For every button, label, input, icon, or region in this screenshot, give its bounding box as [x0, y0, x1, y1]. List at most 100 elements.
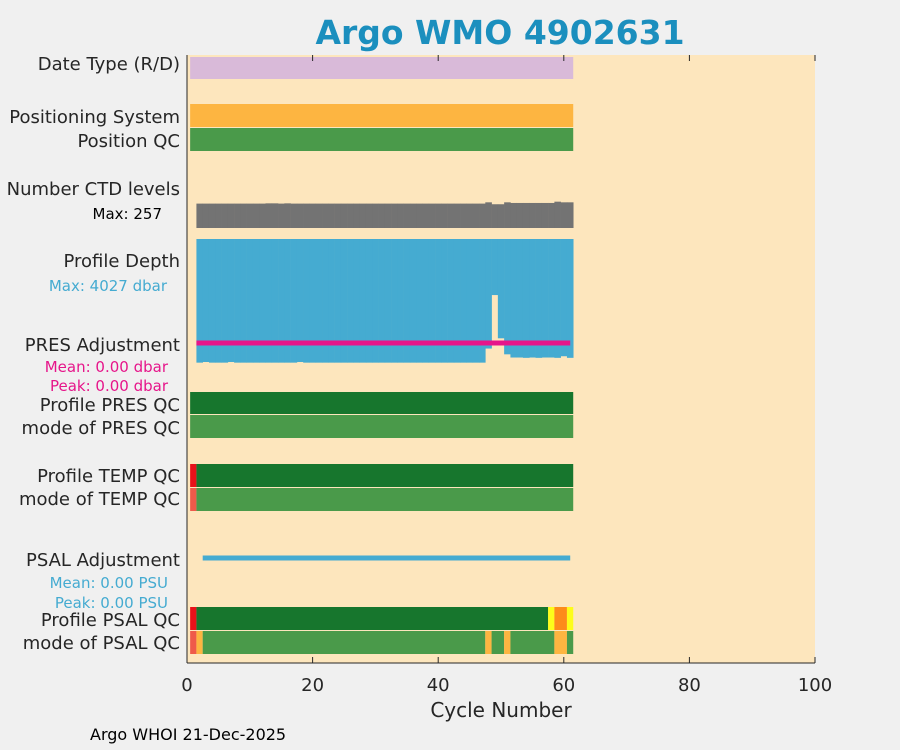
profile-depth-bar — [284, 239, 291, 363]
x-tick-label: 20 — [301, 675, 324, 696]
ctd-levels-bar — [453, 203, 461, 228]
ctd-levels-bar — [422, 203, 430, 228]
ctd-levels-bar — [391, 203, 398, 228]
ctd-levels-bar — [309, 203, 317, 228]
row-label-profile-depth: Profile Depth — [63, 251, 180, 272]
ctd-levels-bar — [522, 202, 530, 228]
ctd-levels-bar — [234, 203, 241, 228]
ctd-levels-bar — [246, 203, 254, 228]
profile-depth-bar — [309, 239, 317, 363]
profile-depth-bar — [466, 239, 474, 363]
footer-credit: Argo WHOI 21-Dec-2025 — [90, 725, 287, 744]
profile-psal-qc-segment — [548, 607, 555, 630]
row-label-mode-pres-qc: mode of PRES QC — [22, 418, 180, 439]
ctd-levels-bar — [472, 203, 480, 228]
profile-psal-qc-segment — [566, 607, 574, 630]
ctd-levels-bar — [566, 202, 574, 228]
profile-depth-bar — [384, 239, 392, 363]
pres-peak-annotation: Peak: 0.00 dbar — [50, 377, 169, 395]
ctd-levels-bar — [504, 202, 511, 228]
row-label-psal-adjustment: PSAL Adjustment — [26, 550, 180, 571]
ctd-levels-bar — [290, 203, 298, 228]
pres-mean-annotation: Mean: 0.00 dbar — [45, 358, 169, 376]
ctd-levels-bar — [215, 203, 222, 228]
mode-psal-qc-segment — [504, 631, 511, 654]
ctd-levels-bar — [560, 202, 568, 228]
profile-depth-bar — [479, 239, 486, 363]
mode-psal-qc-segment — [190, 631, 197, 654]
row-label-mode-temp-qc: mode of TEMP QC — [19, 489, 180, 510]
date-type-segment — [190, 57, 574, 79]
depth-max-annotation: Max: 4027 dbar — [49, 277, 168, 295]
ctd-levels-bar — [491, 204, 499, 228]
x-axis-label: Cycle Number — [430, 698, 572, 722]
profile-depth-bar — [485, 239, 492, 349]
profile-depth-bar — [315, 239, 323, 363]
mode-psal-qc-segment — [566, 631, 574, 654]
profile-psal-qc-segment — [196, 607, 549, 630]
ctd-levels-bar — [196, 203, 203, 228]
row-label-mode-psal-qc: mode of PSAL QC — [23, 633, 180, 654]
profile-depth-bar — [453, 239, 461, 363]
x-tick-label: 40 — [427, 675, 450, 696]
psal-mean-annotation: Mean: 0.00 PSU — [50, 574, 168, 592]
profile-depth-bar — [353, 239, 360, 363]
ctd-levels-bar — [466, 203, 474, 228]
profile-depth-bar — [516, 239, 524, 358]
row-label-profile-temp-qc: Profile TEMP QC — [37, 466, 180, 487]
ctd-levels-bar — [416, 203, 423, 228]
ctd-levels-bar — [372, 203, 379, 228]
profile-depth-bar — [227, 239, 235, 363]
profile-psal-qc-segment — [554, 607, 567, 630]
x-tick-label: 0 — [181, 675, 192, 696]
x-tick-label: 80 — [678, 675, 701, 696]
mode-psal-qc-segment — [485, 631, 492, 654]
ctd-levels-bar — [409, 203, 417, 228]
profile-depth-bar — [447, 239, 455, 363]
ctd-levels-bar — [208, 203, 216, 228]
profile-pres-qc-segment — [190, 392, 574, 414]
profile-depth-bar — [409, 239, 417, 363]
profile-depth-bar — [340, 239, 348, 363]
profile-depth-bar — [554, 239, 561, 358]
ctd-levels-bar — [265, 203, 273, 228]
ctd-levels-bar — [353, 203, 360, 228]
ctd-levels-bar — [460, 203, 467, 228]
mode-psal-qc-segment — [202, 631, 486, 654]
profile-depth-bar — [347, 239, 354, 363]
profile-depth-bar — [441, 239, 448, 363]
profile-depth-bar — [541, 239, 549, 358]
ctd-levels-bar — [221, 203, 229, 228]
profile-depth-bar — [422, 239, 430, 363]
ctd-levels-bar — [435, 203, 442, 228]
row-label-pres-adjustment: PRES Adjustment — [25, 335, 180, 356]
profile-depth-bar — [535, 239, 543, 358]
ctd-levels-bar — [485, 202, 492, 228]
ctd-levels-bar — [303, 203, 310, 228]
profile-depth-bar — [560, 239, 568, 357]
profile-depth-bar — [391, 239, 398, 363]
ctd-levels-bar — [278, 203, 285, 228]
position-qc-segment — [190, 128, 574, 151]
ctd-levels-bar — [529, 202, 536, 228]
ctd-levels-bar — [441, 203, 448, 228]
profile-depth-bar — [208, 239, 216, 363]
mode-pres-qc-segment — [190, 415, 574, 438]
profile-depth-bar — [397, 239, 404, 363]
profile-depth-bar — [460, 239, 467, 363]
profile-depth-bar — [365, 239, 373, 363]
row-label-position-qc: Position QC — [77, 131, 180, 152]
mode-psal-qc-segment — [554, 631, 567, 654]
ctd-levels-bar — [397, 203, 404, 228]
ctd-levels-bar — [497, 204, 505, 228]
ctd-levels-bar — [322, 203, 329, 228]
profile-depth-bar — [290, 239, 298, 363]
mode-psal-qc-segment — [510, 631, 555, 654]
ctd-levels-bar — [403, 203, 411, 228]
row-label-profile-psal-qc: Profile PSAL QC — [41, 610, 180, 631]
ctd-levels-bar — [240, 203, 247, 228]
profile-depth-bar — [202, 239, 210, 363]
ctd-levels-bar — [271, 203, 279, 228]
ctd-levels-bar — [359, 203, 367, 228]
